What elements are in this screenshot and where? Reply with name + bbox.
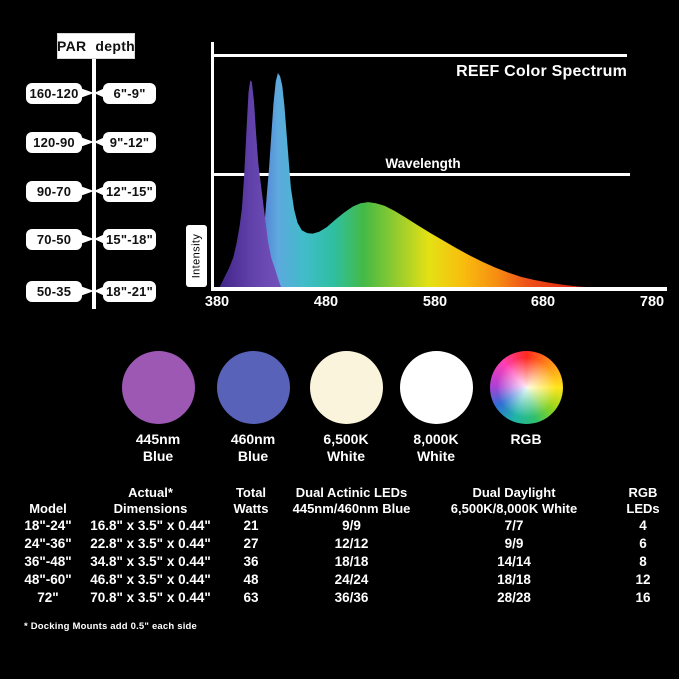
par-value-box: 160-120 [26, 83, 82, 104]
table-cell: 16 [635, 590, 651, 605]
table-cell: 4 [639, 518, 647, 533]
col-header-model: Model [29, 501, 67, 516]
table-cell: 46.8" x 3.5" x 0.44" [90, 572, 211, 587]
table-cell: 18/18 [497, 572, 531, 587]
col-header-rgb-leds: RGB LEDs [626, 485, 660, 516]
depth-value-box: 15"-18" [103, 229, 156, 250]
wavelength-axis-line [212, 173, 630, 176]
table-cell: 36 [243, 554, 259, 569]
x-axis-label: Wavelength [385, 156, 461, 171]
led-item: 6,500K White [301, 351, 391, 465]
table-cell: 18"-24" [24, 518, 72, 533]
table-cell: 48"-60" [24, 572, 72, 587]
table-cell: 22.8" x 3.5" x 0.44" [90, 536, 211, 551]
chart-title: REEF Color Spectrum [456, 63, 627, 80]
table-cell: 8 [639, 554, 647, 569]
col-header-actinic-leds: Dual Actinic LEDs 445nm/460nm Blue [292, 485, 411, 516]
col-header-watts: Total Watts [233, 485, 269, 516]
table-cell: 34.8" x 3.5" x 0.44" [90, 554, 211, 569]
table-cell: 9/9 [342, 518, 361, 533]
x-tick-380: 380 [204, 294, 230, 310]
led-label: 460nm [230, 431, 276, 447]
table-cell: 63 [243, 590, 259, 605]
depth-value-box: 18"-21" [103, 281, 156, 302]
led-sublabel: Blue [142, 447, 174, 464]
table-cell: 48 [243, 572, 259, 587]
par-depth-header: PAR depth [57, 33, 135, 59]
table-footnote: * Docking Mounts add 0.5" each side [24, 621, 198, 632]
led-swatch-460nm-blue [216, 351, 290, 424]
col-header-daylight-leds: Dual Daylight 6,500K/8,000K White [450, 485, 578, 516]
y-axis-line [211, 42, 214, 290]
y-axis-label-box: Intensity [186, 225, 207, 287]
led-sublabel: White [416, 447, 456, 464]
table-cell: 16.8" x 3.5" x 0.44" [90, 518, 211, 533]
table-cell: 27 [243, 536, 259, 551]
pointer-right-icon [94, 234, 105, 244]
spec-table: Model Actual* Dimensions Total Watts Dua… [8, 485, 672, 607]
table-cell: 36"-48" [24, 554, 72, 569]
pointer-left-icon [80, 137, 94, 147]
par-value-box: 50-35 [26, 281, 82, 302]
chart-top-border-line [212, 54, 627, 57]
x-tick-580: 580 [422, 294, 448, 310]
led-sublabel: White [326, 447, 366, 464]
depth-value-box: 12"-15" [103, 181, 156, 202]
pointer-right-icon [94, 137, 105, 147]
par-axis-line [92, 59, 96, 309]
pointer-right-icon [94, 88, 105, 98]
spectrum-curves [217, 73, 652, 290]
table-cell: 14/14 [497, 554, 531, 569]
led-swatch-445nm-blue [121, 351, 195, 424]
depth-value-box: 9"-12" [103, 132, 156, 153]
table-cell: 70.8" x 3.5" x 0.44" [90, 590, 211, 605]
table-cell: 36/36 [334, 590, 369, 605]
led-sublabel: Blue [237, 447, 269, 464]
table-cell: 6 [639, 536, 647, 551]
led-item: 8,000K White [391, 351, 481, 465]
led-label: 445nm [135, 431, 181, 447]
par-value-box: 70-50 [26, 229, 82, 250]
led-item: 445nm Blue [113, 351, 203, 465]
y-axis-label: Intensity [190, 233, 203, 279]
table-cell: 18/18 [334, 554, 369, 569]
col-header-dimensions: Actual* Dimensions [113, 485, 188, 516]
depth-value-box: 6"-9" [103, 83, 156, 104]
table-cell: 24"-36" [24, 536, 72, 551]
led-swatch-8000k-white [399, 351, 473, 424]
pointer-left-icon [80, 186, 94, 196]
led-item: RGB [481, 351, 571, 448]
x-tick-780: 780 [639, 294, 665, 310]
depth-header-label: depth [95, 38, 136, 54]
pointer-left-icon [80, 286, 94, 296]
led-swatch-rgb-wheel [489, 351, 563, 424]
pointer-right-icon [94, 186, 105, 196]
led-swatch-6500k-white [309, 351, 383, 424]
pointer-right-icon [94, 286, 105, 296]
table-cell: 12/12 [334, 536, 369, 551]
table-cell: 12 [635, 572, 651, 587]
x-tick-480: 480 [313, 294, 339, 310]
led-label: 8,000K [413, 431, 459, 447]
table-cell: 28/28 [497, 590, 531, 605]
par-header-label: PAR [56, 38, 87, 54]
pointer-left-icon [80, 88, 94, 98]
x-tick-680: 680 [530, 294, 556, 310]
table-cell: 24/24 [334, 572, 369, 587]
led-label: 6,500K [323, 431, 369, 447]
x-axis-line [211, 287, 667, 291]
pointer-left-icon [80, 234, 94, 244]
par-value-box: 90-70 [26, 181, 82, 202]
led-item: 460nm Blue [208, 351, 298, 465]
table-cell: 72" [37, 590, 59, 605]
table-cell: 9/9 [504, 536, 524, 551]
par-value-box: 120-90 [26, 132, 82, 153]
table-cell: 7/7 [504, 518, 524, 533]
led-label: RGB [510, 431, 542, 447]
table-cell: 21 [243, 518, 259, 533]
